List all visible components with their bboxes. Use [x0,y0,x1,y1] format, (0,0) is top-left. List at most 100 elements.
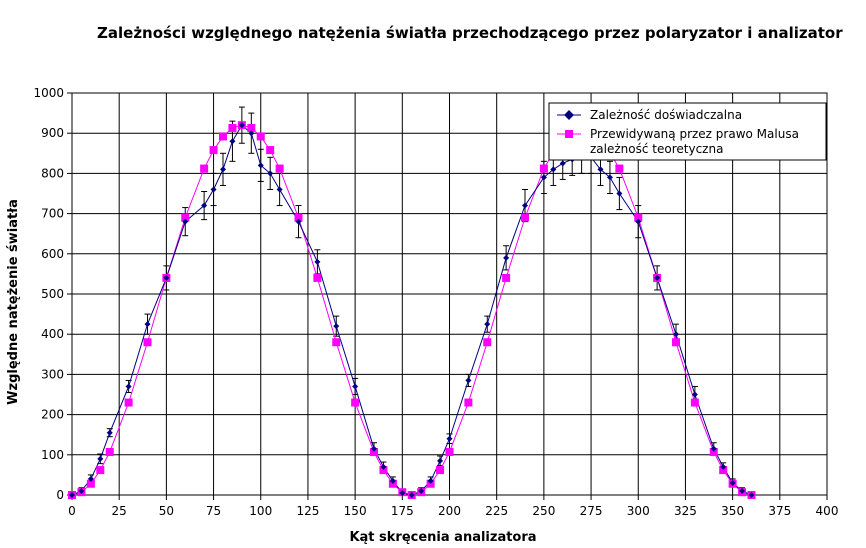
data-point-experimental [69,492,75,498]
data-point-experimental [606,174,613,181]
data-point-theoretical [332,338,341,347]
data-point-experimental [503,254,510,261]
data-point-experimental [106,429,113,436]
data-point-experimental [352,383,359,390]
data-point-theoretical [351,398,360,407]
data-point-experimental [276,186,283,193]
data-point-experimental [673,331,679,338]
data-point-theoretical [266,146,275,155]
data-point-theoretical [200,164,209,173]
y-tick-label: 1000 [33,86,64,100]
data-point-experimental [550,166,557,173]
legend-label-experimental: Zależność doświadczalna [590,108,742,122]
x-tick-label: 125 [296,504,319,518]
data-point-theoretical [690,398,699,407]
data-point-experimental [314,258,321,265]
data-point-theoretical [379,466,388,475]
data-point-theoretical [370,447,378,456]
data-point-experimental [446,435,453,442]
data-point-experimental [238,122,245,129]
legend-marker-experimental [564,110,574,120]
legend-box [548,102,827,161]
x-tick-label: 200 [438,504,461,518]
y-tick-label: 900 [41,126,64,140]
data-point-theoretical [634,213,643,222]
data-point-experimental [144,321,151,328]
x-tick-label: 250 [532,504,555,518]
data-point-experimental [710,445,717,452]
x-tick-label: 50 [159,504,174,518]
data-point-theoretical [181,213,190,222]
x-tick-label: 100 [249,504,272,518]
data-point-experimental [437,457,444,464]
data-point-theoretical [275,164,284,173]
x-tick-label: 25 [112,504,127,518]
data-point-experimental [97,455,104,462]
x-tick-label: 325 [674,504,697,518]
data-point-theoretical [219,132,227,141]
data-point-experimental [87,475,94,482]
chart-title: Zależności względnego natężenia światła … [97,24,843,42]
y-tick-label: 300 [41,367,64,381]
data-point-experimental [720,463,727,470]
y-tick-label: 500 [41,287,64,301]
data-point-experimental [380,463,387,470]
data-point-theoretical [464,398,473,407]
series-markers [68,121,756,499]
data-point-experimental [248,130,255,137]
legend-label-theoretical-line2: zależność teoretyczna [590,142,723,156]
data-point-theoretical [143,338,152,347]
data-point-theoretical [105,447,114,456]
data-point-experimental [163,274,170,281]
data-point-theoretical [483,338,492,347]
data-point-experimental [399,489,406,496]
legend-label-theoretical-line1: Przewidywaną przez prawo Malusa [590,127,799,141]
data-point-theoretical [313,273,322,282]
data-point-experimental [210,186,217,193]
series-lines [71,124,752,496]
data-point-theoretical [436,466,445,475]
data-point-experimental [418,487,425,494]
legend: Zależność doświadczalna Przewidywaną prz… [548,102,827,161]
x-tick-label: 350 [721,504,744,518]
data-point-experimental [522,202,528,209]
data-point-experimental [389,477,396,484]
data-point-theoretical [247,123,256,132]
data-point-theoretical [521,213,529,222]
data-point-experimental [78,487,85,494]
data-point-experimental [371,445,377,452]
x-tick-label: 225 [485,504,508,518]
data-point-experimental [540,174,547,181]
x-tick-label: 75 [206,504,221,518]
y-tick-label: 800 [41,166,64,180]
error-bars [69,106,755,496]
data-point-experimental [257,162,264,169]
x-tick-label: 375 [768,504,791,518]
series-line-experimental [71,124,752,496]
data-point-experimental [739,487,746,494]
legend-marker-theoretical [565,130,573,138]
x-tick-label: 0 [68,504,76,518]
data-point-theoretical [256,132,265,141]
x-tick-label: 275 [580,504,603,518]
data-point-experimental [182,218,189,225]
y-tick-label: 700 [41,207,64,221]
data-point-experimental [229,138,236,145]
data-point-experimental [201,202,208,209]
legend-label-theoretical: Przewidywaną przez prawo Malusa zależnoś… [590,127,803,156]
data-point-theoretical [294,213,303,222]
data-point-theoretical [672,338,680,347]
data-point-experimental [748,492,755,498]
data-point-experimental [333,323,340,330]
data-point-theoretical [124,398,133,407]
data-point-experimental [408,492,415,498]
x-tick-label: 400 [816,504,839,518]
data-point-experimental [635,218,642,225]
data-point-experimental [295,218,302,225]
series-line-theoretical [71,124,752,496]
data-point-experimental [691,391,698,398]
data-point-theoretical [539,164,548,173]
data-point-experimental [484,321,491,328]
data-point-experimental [220,166,226,173]
